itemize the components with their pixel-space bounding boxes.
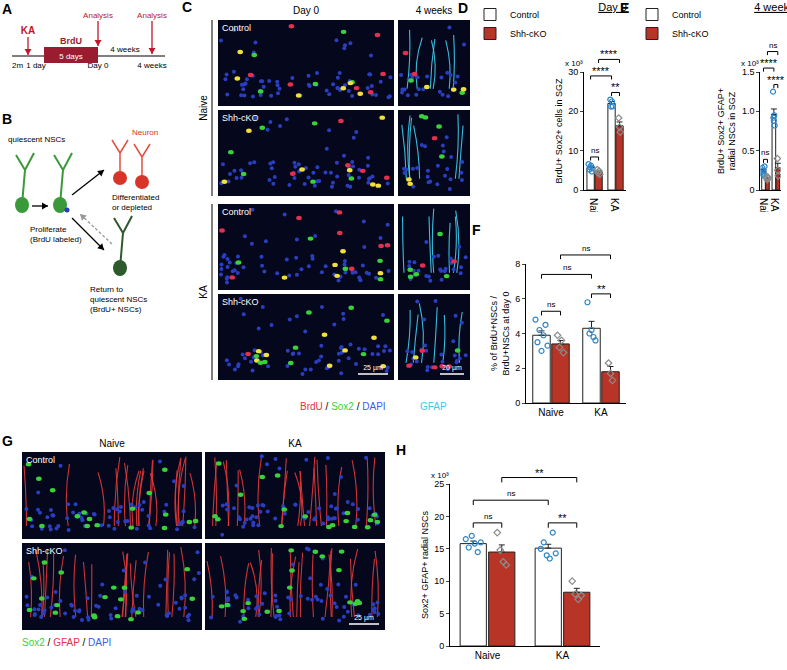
svg-text:0: 0	[573, 185, 578, 195]
svg-text:BrdU+ Sox2+ cells in SGZ: BrdU+ Sox2+ cells in SGZ	[554, 78, 564, 184]
svg-text:Proliferate: Proliferate	[30, 225, 67, 234]
svg-text:quiescent NSCs: quiescent NSCs	[8, 135, 65, 144]
svg-text:KA: KA	[556, 650, 570, 661]
svg-text:Shh-cKO: Shh-cKO	[222, 113, 259, 123]
svg-text:x 10³: x 10³	[741, 59, 759, 68]
svg-text:20 µm: 20 µm	[442, 364, 462, 372]
svg-text:Differentiated: Differentiated	[112, 193, 159, 202]
svg-text:Day 0: Day 0	[88, 61, 109, 70]
svg-text:KA: KA	[288, 438, 302, 449]
svg-text:4 weeks: 4 weeks	[416, 5, 453, 16]
svg-text:Naive: Naive	[198, 95, 209, 121]
svg-text:**: **	[597, 283, 606, 295]
svg-text:Control: Control	[222, 23, 251, 33]
svg-text:ns: ns	[761, 148, 769, 157]
svg-text:20: 20	[568, 106, 578, 116]
svg-text:B: B	[2, 111, 12, 127]
svg-text:Naive: Naive	[99, 438, 125, 449]
svg-text:ns: ns	[484, 512, 492, 521]
svg-text:**: **	[558, 512, 567, 524]
svg-text:BrdU / Sox2 / DAPI: BrdU / Sox2 / DAPI	[300, 401, 386, 412]
svg-text:Analysis: Analysis	[83, 11, 113, 20]
svg-text:Shh-cKO: Shh-cKO	[26, 546, 63, 556]
svg-text:25 µm: 25 µm	[363, 364, 383, 372]
svg-text:****: ****	[592, 65, 610, 77]
svg-text:KA: KA	[769, 198, 780, 212]
svg-text:ns: ns	[769, 41, 777, 50]
svg-text:4: 4	[515, 329, 520, 339]
svg-text:2m: 2m	[12, 61, 23, 70]
svg-text:x 10³: x 10³	[431, 471, 449, 480]
svg-text:Sox2+ GFAP+ radial NSCs: Sox2+ GFAP+ radial NSCs	[420, 510, 430, 619]
svg-text:(BrdU labeled): (BrdU labeled)	[30, 235, 82, 244]
svg-text:****: ****	[760, 57, 778, 69]
svg-text:A: A	[2, 1, 12, 17]
svg-text:0: 0	[749, 185, 754, 195]
svg-text:5: 5	[439, 609, 444, 619]
svg-text:BrdU+ Sox2+ GFAP+radial NSCs i: BrdU+ Sox2+ GFAP+radial NSCs in SGZ	[716, 88, 738, 174]
svg-text:Naive: Naive	[758, 198, 769, 212]
svg-text:% of BrdU+NSCs /BrdU+NSCs at d: % of BrdU+NSCs /BrdU+NSCs at day 0	[489, 292, 511, 376]
svg-text:x 10³: x 10³	[565, 59, 583, 68]
svg-text:1.5: 1.5	[742, 67, 755, 77]
svg-text:Control: Control	[672, 10, 701, 20]
svg-text:Control: Control	[510, 10, 539, 20]
svg-text:KA: KA	[198, 285, 209, 299]
svg-text:10: 10	[434, 576, 444, 586]
svg-text:2: 2	[515, 363, 520, 373]
svg-text:(BrdU+ NSCs): (BrdU+ NSCs)	[90, 305, 142, 314]
svg-text:Sox2 / GFAP / DAPI: Sox2 / GFAP / DAPI	[22, 637, 111, 648]
svg-text:ns: ns	[563, 263, 571, 272]
svg-text:1 day: 1 day	[26, 61, 46, 70]
svg-text:or depleted: or depleted	[112, 203, 152, 212]
svg-text:Shh-cKO: Shh-cKO	[510, 29, 547, 39]
svg-text:**: **	[535, 467, 544, 479]
svg-text:8: 8	[515, 259, 520, 269]
svg-text:20: 20	[434, 512, 444, 522]
svg-text:C: C	[182, 0, 192, 15]
svg-text:quiescent NSCs: quiescent NSCs	[90, 295, 147, 304]
svg-text:25: 25	[434, 479, 444, 489]
svg-text:**: **	[611, 81, 620, 93]
svg-text:0: 0	[439, 641, 444, 651]
svg-text:GFAP: GFAP	[420, 401, 447, 412]
svg-text:25 µm: 25 µm	[354, 614, 374, 622]
svg-text:Analysis: Analysis	[137, 11, 167, 20]
svg-text:BrdU: BrdU	[60, 36, 82, 46]
svg-text:KA: KA	[594, 407, 608, 418]
svg-text:10: 10	[568, 146, 578, 156]
svg-text:Control: Control	[26, 455, 55, 465]
svg-text:5 days: 5 days	[59, 52, 83, 61]
svg-text:6: 6	[515, 294, 520, 304]
svg-text:ns: ns	[591, 146, 599, 155]
svg-text:Shh-cKO: Shh-cKO	[222, 297, 259, 307]
svg-text:KA: KA	[21, 25, 35, 36]
svg-text:ns: ns	[582, 244, 590, 253]
svg-text:Naive: Naive	[475, 650, 501, 661]
svg-text:0.5: 0.5	[742, 146, 755, 156]
svg-text:0: 0	[515, 398, 520, 408]
svg-text:15: 15	[434, 544, 444, 554]
svg-text:Naive: Naive	[538, 407, 564, 418]
svg-text:Neuron: Neuron	[132, 128, 158, 137]
svg-text:Day 0: Day 0	[293, 5, 320, 16]
svg-text:4 weeks: 4 weeks	[110, 45, 139, 54]
svg-text:KA: KA	[609, 198, 620, 212]
svg-text:30: 30	[568, 67, 578, 77]
svg-text:Shh-cKO: Shh-cKO	[672, 29, 709, 39]
svg-text:****: ****	[767, 74, 785, 86]
svg-text:Naive: Naive	[588, 198, 599, 212]
svg-text:1.0: 1.0	[742, 106, 755, 116]
svg-text:ns: ns	[507, 489, 515, 498]
svg-text:****: ****	[600, 48, 618, 60]
svg-text:Return to: Return to	[90, 285, 123, 294]
svg-text:4 weeks: 4 weeks	[754, 1, 787, 13]
svg-text:4 weeks: 4 weeks	[137, 61, 166, 70]
svg-text:G: G	[2, 433, 13, 449]
svg-text:Control: Control	[222, 207, 251, 217]
svg-text:ns: ns	[547, 300, 555, 309]
